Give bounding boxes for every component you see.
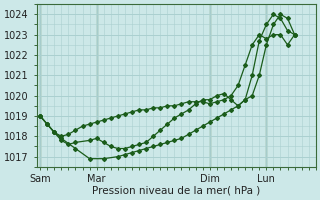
X-axis label: Pression niveau de la mer( hPa ): Pression niveau de la mer( hPa ) <box>92 186 260 196</box>
